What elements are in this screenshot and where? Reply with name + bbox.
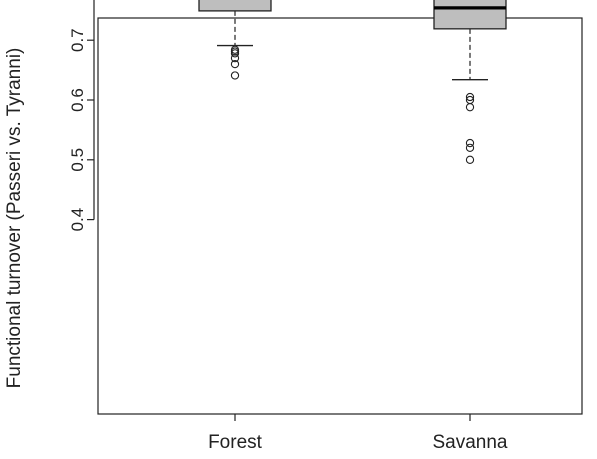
boxes-layer: [198, 0, 507, 164]
box-forest: [198, 0, 272, 80]
x-category-label: Forest: [208, 432, 263, 453]
y-tick-label: 0.7: [68, 28, 87, 52]
plot-frame: [97, 17, 583, 415]
iqr-box: [198, 0, 272, 12]
y-tick-label: 0.6: [68, 88, 87, 112]
x-category-label: Savanna: [432, 432, 507, 453]
outlier-point: [230, 59, 240, 69]
y-axis: 0.40.50.60.70.80.91.0: [68, 0, 95, 232]
y-axis-label: Functional turnover (Passeri vs. Tyranni…: [4, 48, 25, 389]
y-tick-label: 0.5: [68, 148, 87, 172]
outlier-point: [230, 53, 240, 63]
outlier-point: [465, 155, 475, 164]
outlier-point: [465, 92, 475, 102]
y-tick-label: 0.4: [68, 208, 87, 232]
iqr-box: [433, 0, 507, 30]
outlier-point: [465, 143, 475, 152]
outlier-point: [230, 71, 240, 80]
box-savanna: [433, 0, 507, 164]
outlier-point: [465, 138, 475, 148]
outlier-point: [230, 49, 240, 58]
x-axis: Forest Savanna: [208, 414, 508, 453]
outlier-point: [465, 103, 475, 112]
